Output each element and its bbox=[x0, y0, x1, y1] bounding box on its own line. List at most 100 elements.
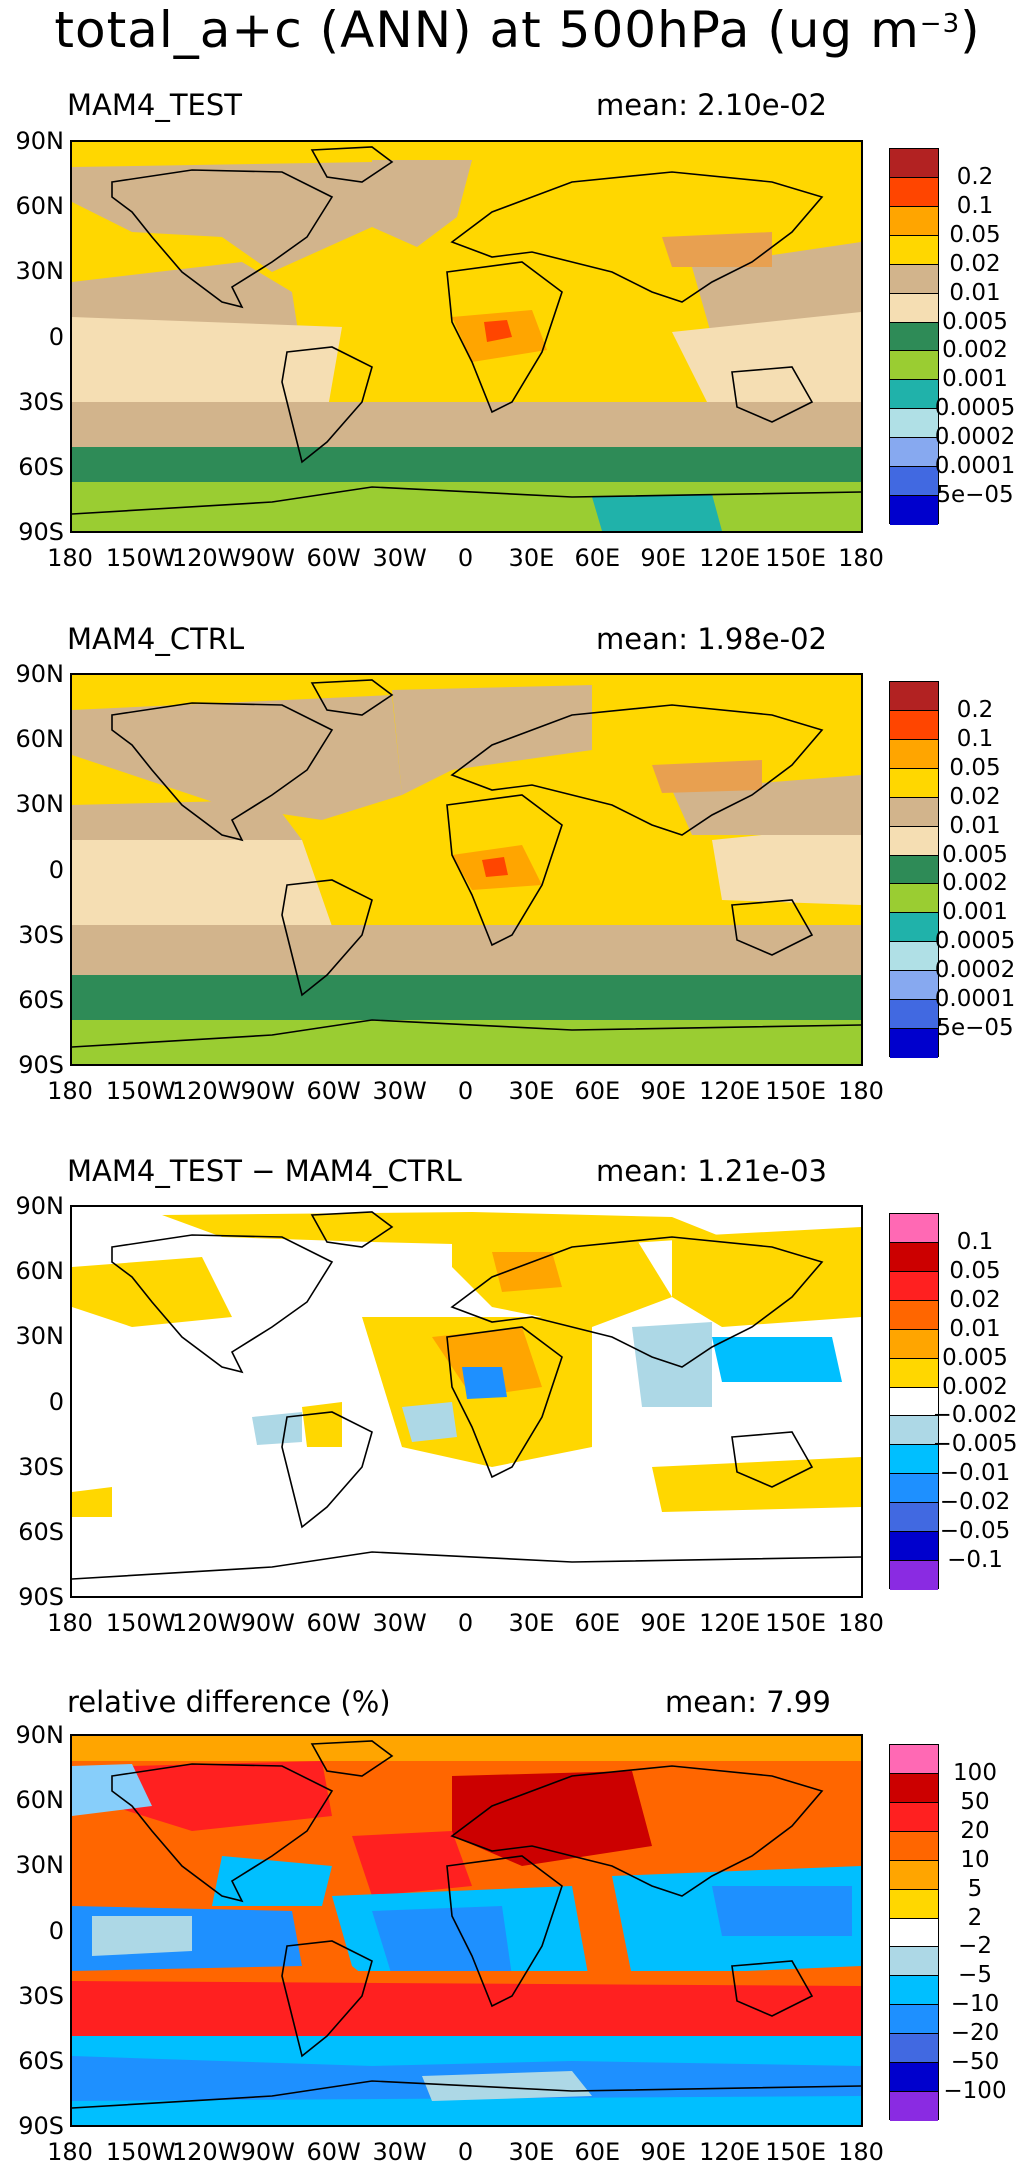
lon-tick-label: 150W bbox=[105, 1609, 176, 1637]
colorbar-tick-label: 5 bbox=[967, 1875, 983, 1902]
colorbar-swatch bbox=[890, 1000, 938, 1030]
lat-tick-label: 90S bbox=[18, 518, 64, 546]
colorbar-swatch bbox=[890, 1329, 938, 1359]
colorbar-swatch bbox=[890, 1745, 938, 1774]
lat-tick-label: 30N bbox=[15, 790, 65, 819]
colorbar-swatch bbox=[890, 380, 938, 410]
colorbar-tick-label: 2 bbox=[967, 1904, 983, 1931]
lon-tick-label: 120W bbox=[171, 1609, 242, 1637]
lat-tick-label: 30S bbox=[18, 1981, 64, 2010]
lat-tick-label: 30N bbox=[15, 257, 65, 286]
lat-tick-label: 60S bbox=[18, 2046, 64, 2075]
lon-tick-label: 120W bbox=[171, 2138, 242, 2166]
lon-tick-label: 60W bbox=[306, 544, 361, 572]
lat-tick-label: 60N bbox=[15, 1257, 65, 1286]
colorbar-tick-label: 0.05 bbox=[949, 1257, 1001, 1284]
colorbar-tick-label: 0.0005 bbox=[934, 395, 1016, 422]
colorbar-swatch bbox=[890, 1300, 938, 1330]
colorbar-swatch bbox=[890, 206, 938, 236]
colorbar-tick-label: 0.01 bbox=[949, 812, 1001, 839]
figure-title: total_a+c (ANN) at 500hPa (ug m−3) bbox=[54, 1, 981, 59]
colorbar-swatch bbox=[890, 1242, 938, 1272]
colorbar-swatch bbox=[890, 971, 938, 1001]
colorbar-tick-label: 0.1 bbox=[956, 192, 994, 219]
colorbar-swatch bbox=[890, 1214, 938, 1243]
lon-tick-label: 90E bbox=[640, 1077, 687, 1105]
panel-title: relative difference (%) bbox=[67, 1685, 391, 1719]
colorbar-tick-label: 0.005 bbox=[942, 308, 1008, 335]
colorbar-tick-label: 0.0002 bbox=[934, 957, 1016, 984]
colorbar-tick-label: 100 bbox=[953, 1759, 997, 1786]
colorbar-swatch bbox=[890, 2034, 938, 2064]
lat-tick-label: 30S bbox=[18, 387, 64, 416]
mean-value: mean: 2.10e-02 bbox=[596, 88, 828, 122]
lat-tick-label: 90N bbox=[15, 1192, 65, 1220]
lat-tick-label: 90S bbox=[18, 1051, 64, 1079]
colorbar-swatch bbox=[890, 149, 938, 178]
lon-tick-label: 180 bbox=[47, 1077, 93, 1105]
colorbar-swatch bbox=[890, 409, 938, 439]
lon-tick-label: 30E bbox=[508, 2138, 555, 2166]
panel-title: MAM4_TEST bbox=[67, 88, 242, 122]
colorbar-swatch bbox=[890, 177, 938, 207]
lon-tick-label: 180 bbox=[47, 544, 93, 572]
lon-tick-label: 120W bbox=[171, 544, 242, 572]
lat-tick-label: 90S bbox=[18, 1583, 64, 1611]
lon-tick-label: 0 bbox=[457, 544, 474, 572]
colorbar-tick-label: −0.005 bbox=[932, 1431, 1018, 1458]
colorbar-test bbox=[889, 148, 939, 525]
colorbar-tick-label: 50 bbox=[960, 1788, 990, 1815]
colorbar-tick-label: 0.1 bbox=[956, 725, 994, 752]
colorbar-tick-label: −100 bbox=[943, 2078, 1007, 2105]
colorbar-swatch bbox=[890, 855, 938, 885]
colorbar-tick-label: 0.005 bbox=[942, 1344, 1008, 1371]
lon-tick-label: 60E bbox=[574, 544, 621, 572]
colorbar-tick-label: 20 bbox=[960, 1817, 990, 1844]
mean-value: mean: 7.99 bbox=[665, 1685, 831, 1719]
lon-tick-label: 150E bbox=[765, 1077, 827, 1105]
lat-tick-label: 0 bbox=[48, 1387, 64, 1416]
lat-tick-label: 30S bbox=[18, 1452, 64, 1481]
colorbar-swatch bbox=[890, 1532, 938, 1562]
lon-tick-label: 60W bbox=[306, 1077, 361, 1105]
lon-tick-label: 120E bbox=[699, 1077, 761, 1105]
lat-tick-label: 30N bbox=[15, 1851, 65, 1880]
lat-tick-label: 90N bbox=[15, 127, 65, 155]
colorbar-tick-label: 0.002 bbox=[942, 337, 1008, 364]
colorbar-swatch bbox=[890, 1387, 938, 1417]
colorbar-swatch bbox=[890, 322, 938, 352]
lon-tick-label: 90W bbox=[240, 2138, 295, 2166]
colorbar-tick-label: 0.002 bbox=[942, 870, 1008, 897]
colorbar-tick-label: 0.01 bbox=[949, 279, 1001, 306]
colorbar-tick-label: 0.2 bbox=[956, 163, 994, 190]
lon-tick-label: 60W bbox=[306, 2138, 361, 2166]
colorbar-tick-label: 0.02 bbox=[949, 250, 1001, 277]
colorbar-tick-label: 0.005 bbox=[942, 841, 1008, 868]
colorbar-swatch bbox=[890, 1773, 938, 1803]
lon-tick-label: 30W bbox=[372, 1077, 427, 1105]
colorbar-swatch bbox=[890, 1271, 938, 1301]
colorbar-swatch bbox=[890, 1802, 938, 1832]
colorbar-swatch bbox=[890, 1918, 938, 1948]
colorbar-swatch bbox=[890, 1889, 938, 1919]
lon-tick-label: 30E bbox=[508, 1609, 555, 1637]
colorbar-tick-label: −2 bbox=[958, 1933, 992, 1960]
colorbar-reldiff bbox=[889, 1744, 939, 2121]
lat-tick-label: 60N bbox=[15, 192, 65, 221]
panel-title: MAM4_TEST − MAM4_CTRL bbox=[67, 1154, 462, 1188]
lon-tick-label: 120E bbox=[699, 1609, 761, 1637]
colorbar-tick-label: 10 bbox=[960, 1846, 990, 1873]
map-ctrl bbox=[70, 673, 863, 1066]
colorbar-swatch bbox=[890, 797, 938, 827]
lat-tick-label: 60N bbox=[15, 725, 65, 754]
lon-tick-label: 0 bbox=[457, 1077, 474, 1105]
colorbar-tick-label: −10 bbox=[950, 1991, 1000, 2018]
lat-tick-label: 30N bbox=[15, 1322, 65, 1351]
lon-tick-label: 30E bbox=[508, 544, 555, 572]
colorbar-tick-label: 0.0002 bbox=[934, 424, 1016, 451]
colorbar-swatch bbox=[890, 913, 938, 943]
lon-tick-label: 0 bbox=[457, 2138, 474, 2166]
colorbar-swatch bbox=[890, 768, 938, 798]
colorbar-tick-label: 0.02 bbox=[949, 783, 1001, 810]
colorbar-tick-label: −0.002 bbox=[932, 1402, 1018, 1429]
